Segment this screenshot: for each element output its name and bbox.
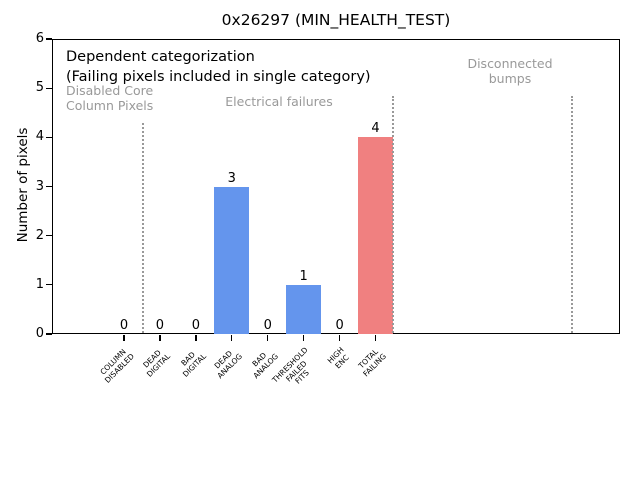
- plot-area: [52, 39, 620, 334]
- section-separator-line: [570, 96, 573, 333]
- x-axis-tick: [303, 335, 305, 341]
- bar-dead-analog: [214, 186, 250, 334]
- y-axis-tick-label: 1: [35, 276, 44, 292]
- y-axis-tick: [46, 284, 52, 286]
- y-axis-tick: [46, 185, 52, 188]
- bar-value-label: 0: [119, 318, 129, 333]
- bar-value-label: 0: [335, 318, 344, 333]
- x-axis-tick-label-text: HIGH ENC: [325, 345, 350, 371]
- x-axis-tick: [195, 335, 197, 341]
- x-axis-tick-label-text: TOTAL FAILING: [356, 347, 388, 379]
- bar-value-label: 0: [155, 318, 165, 333]
- y-axis-tick-label: 2: [35, 227, 44, 243]
- y-axis-tick: [46, 235, 52, 237]
- x-axis-tick: [159, 335, 161, 341]
- y-axis-tick-label: 6: [35, 31, 44, 46]
- section-separator-line: [141, 123, 144, 333]
- bar-total-failing: [358, 137, 393, 334]
- bar-value-label: 0: [191, 318, 200, 333]
- annotation-failing-pixels-note: (Failing pixels included in single categ…: [66, 69, 371, 85]
- bar-threshold-failed-fits: [286, 284, 322, 334]
- x-axis-tick: [123, 335, 125, 341]
- annotation-dependent-categorization: Dependent categorization: [66, 49, 255, 65]
- x-axis-tick: [338, 335, 341, 341]
- y-axis-tick: [46, 38, 52, 40]
- y-axis-tick: [46, 87, 52, 89]
- y-axis-tick-label: 3: [35, 178, 44, 194]
- y-axis-tick-label: 0: [35, 326, 44, 341]
- y-axis-tick: [46, 136, 52, 138]
- chart-title: 0x26297 (MIN_HEALTH_TEST): [221, 11, 451, 29]
- x-axis-tick: [267, 335, 269, 341]
- x-axis-tick: [231, 335, 233, 341]
- y-axis-tick-label: 5: [35, 80, 44, 96]
- bar-value-label: 4: [371, 121, 380, 137]
- bar-value-label: 1: [299, 268, 308, 284]
- bar-value-label: 3: [227, 170, 236, 186]
- x-axis-tick: [374, 335, 377, 341]
- y-axis-tick-label: 4: [35, 129, 44, 145]
- y-axis-tick: [46, 333, 52, 335]
- bar-value-label: 0: [263, 318, 272, 333]
- section-label-disabled-core-column-pixels: Disabled Core Column Pixels: [66, 83, 154, 113]
- section-label-electrical-failures: Electrical failures: [225, 94, 333, 109]
- section-separator-line: [392, 96, 395, 333]
- section-label-disconnected-bumps: Disconnected bumps: [467, 56, 553, 86]
